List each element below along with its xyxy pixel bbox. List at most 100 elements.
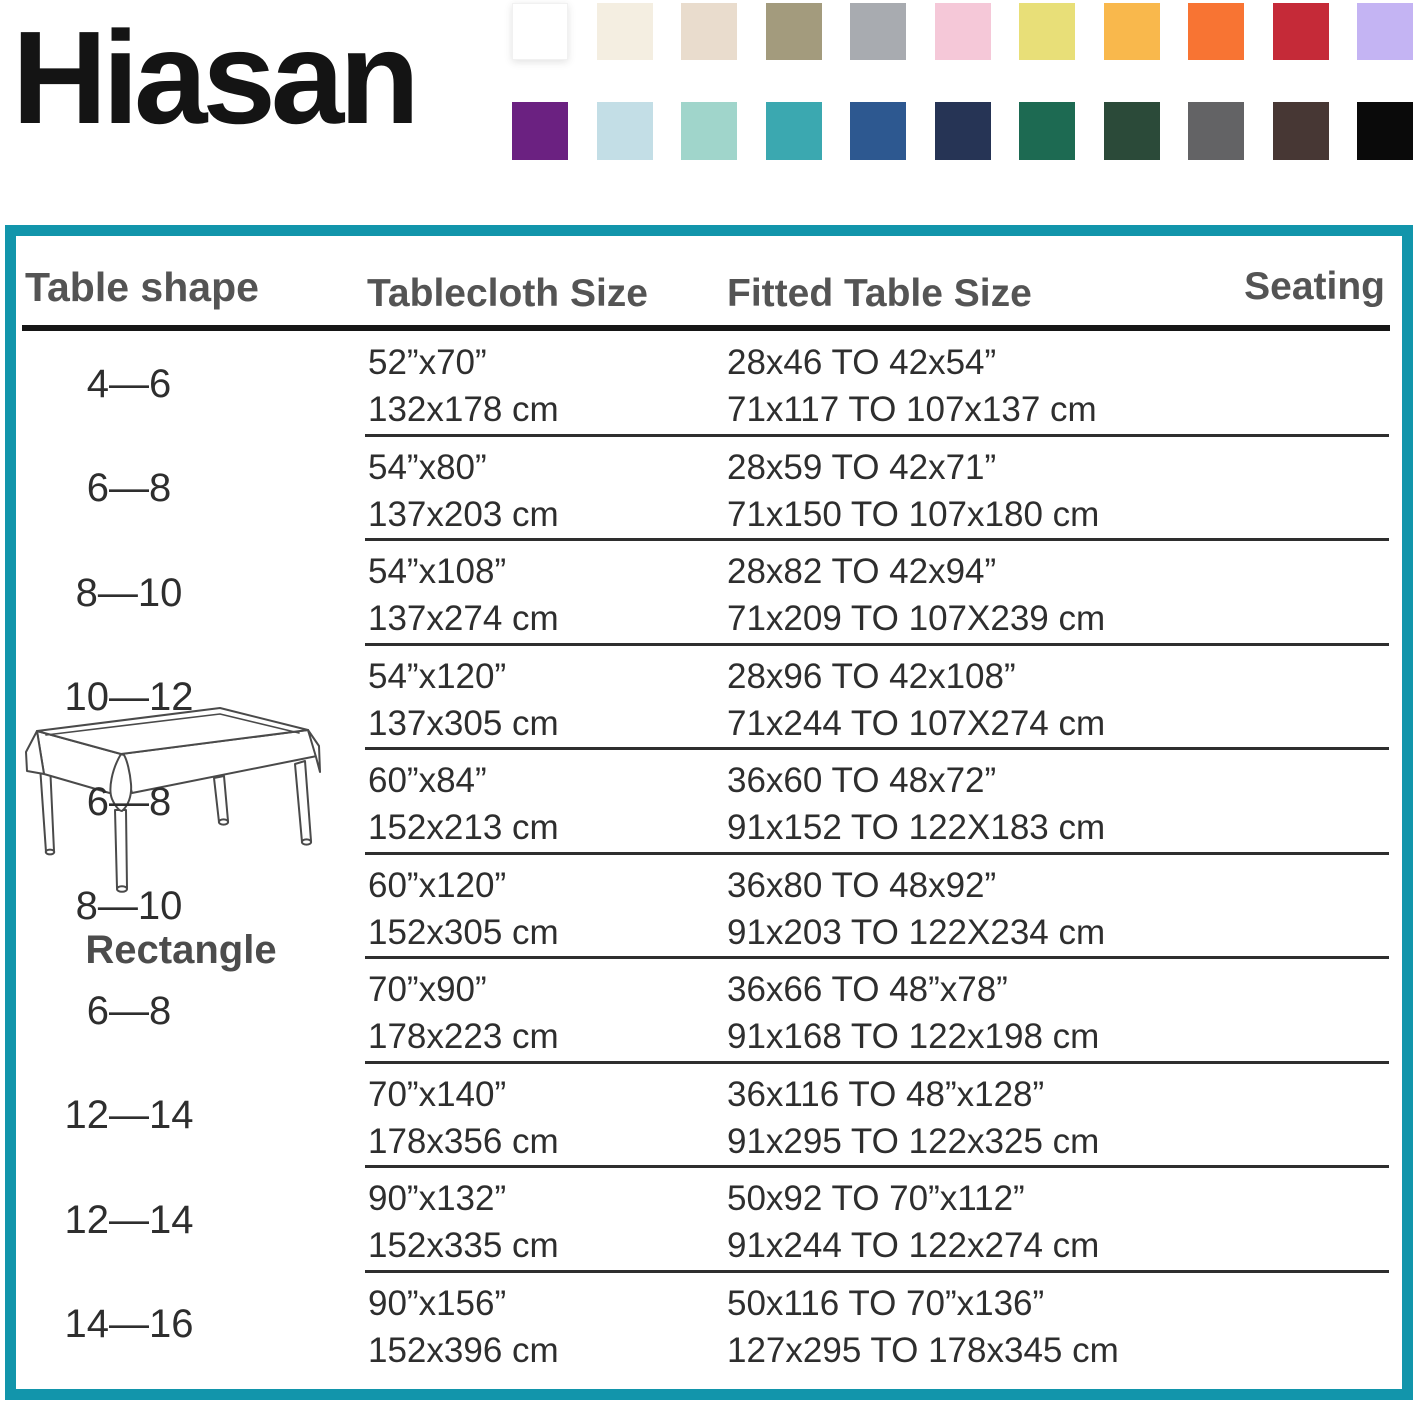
row-divider — [365, 956, 1389, 959]
header-seating: Seating — [1244, 265, 1385, 308]
tablecloth-size-inches: 70”x140” — [368, 1074, 507, 1114]
fitted-table-size-cell: 36x116 TO 48”x128” 91x295 TO 122x325 cm — [727, 1071, 1099, 1165]
seating-cell: 12—14 — [64, 1197, 194, 1242]
header-fitted-table-size: Fitted Table Size — [727, 272, 1032, 315]
fitted-table-size-cell: 28x82 TO 42x94” 71x209 TO 107X239 cm — [727, 548, 1105, 642]
color-swatch — [512, 3, 568, 60]
fitted-table-size-cell: 36x60 TO 48x72” 91x152 TO 122X183 cm — [727, 757, 1105, 851]
color-swatch — [596, 102, 653, 160]
row-divider — [365, 1060, 1389, 1064]
color-swatch — [1103, 3, 1160, 60]
fitted-size-inches: 36x80 TO 48x92” — [727, 865, 997, 905]
row-divider — [365, 1165, 1389, 1168]
tablecloth-size-inches: 90”x132” — [368, 1179, 507, 1218]
fitted-table-size-cell: 50x92 TO 70”x112” 91x244 TO 122x274 cm — [727, 1175, 1099, 1269]
table-row: 60”x84” 152x213 cm 36x60 TO 48x72” 91x15… — [16, 750, 1402, 855]
color-swatch — [1188, 3, 1244, 60]
table-row: 70”x90” 178x223 cm 36x66 TO 48”x78” 91x1… — [16, 959, 1402, 1064]
tablecloth-size-inches: 54”x80” — [368, 447, 487, 487]
header-rule — [22, 325, 1390, 331]
color-swatch — [765, 102, 822, 160]
tablecloth-size-cell: 52”x70” 132x178 cm — [368, 339, 559, 433]
seating-cell: 8—10 — [75, 884, 183, 929]
color-swatch — [681, 3, 737, 60]
seating-cell: 10—12 — [64, 675, 194, 720]
tablecloth-size-cm: 152x213 cm — [368, 808, 559, 847]
row-divider — [365, 747, 1389, 750]
fitted-size-cm: 91x152 TO 122X183 cm — [727, 808, 1106, 847]
tablecloth-size-cell: 54”x120” 137x305 cm — [368, 653, 559, 747]
fitted-table-size-cell: 50x116 TO 70”x136” 127x295 TO 178x345 cm — [727, 1280, 1119, 1374]
tablecloth-size-cm: 152x335 cm — [368, 1226, 559, 1265]
color-swatch — [512, 102, 568, 160]
fitted-size-cm: 91x244 TO 122x274 cm — [727, 1226, 1100, 1265]
color-swatch — [1272, 3, 1329, 60]
seating-cell: 6—8 — [86, 466, 172, 511]
seating-cell: 12—14 — [64, 1093, 194, 1138]
rectangle-table-icon — [25, 707, 321, 893]
tablecloth-size-cm: 178x223 cm — [368, 1017, 559, 1056]
fitted-table-size-cell: 28x59 TO 42x71” 71x150 TO 107x180 cm — [727, 444, 1099, 538]
fitted-size-cm: 71x117 TO 107x137 cm — [727, 390, 1097, 429]
tablecloth-size-cm: 152x305 cm — [368, 912, 559, 952]
tablecloth-size-inches: 52”x70” — [368, 343, 487, 382]
tablecloth-size-cm: 137x203 cm — [368, 494, 559, 534]
tablecloth-size-cm: 132x178 cm — [368, 390, 559, 429]
tablecloth-size-inches: 54”x108” — [368, 552, 507, 591]
seating-cell: 8—10 — [75, 570, 183, 615]
fitted-table-size-cell: 28x96 TO 42x108” 71x244 TO 107X274 cm — [727, 653, 1105, 747]
table-row: 60”x120” 152x305 cm 36x80 TO 48x92” 91x2… — [16, 855, 1402, 959]
color-swatch — [765, 3, 822, 60]
header-table-shape: Table shape — [25, 264, 259, 310]
color-swatch — [850, 3, 906, 60]
tablecloth-size-cell: 90”x156” 152x396 cm — [368, 1280, 559, 1374]
color-swatch — [1188, 102, 1244, 160]
fitted-size-cm: 91x295 TO 122x325 cm — [727, 1121, 1100, 1161]
color-swatch — [934, 102, 991, 160]
tablecloth-size-inches: 70”x90” — [368, 970, 487, 1009]
tablecloth-size-cell: 54”x80” 137x203 cm — [368, 444, 559, 538]
tablecloth-size-inches: 90”x156” — [368, 1283, 507, 1323]
fitted-table-size-cell: 36x80 TO 48x92” 91x203 TO 122X234 cm — [727, 862, 1105, 956]
fitted-size-inches: 28x59 TO 42x71” — [727, 447, 997, 487]
table-row: 90”x132” 152x335 cm 50x92 TO 70”x112” 91… — [16, 1168, 1402, 1273]
tablecloth-size-inches: 60”x120” — [368, 865, 507, 905]
color-swatch — [1272, 102, 1329, 160]
fitted-size-inches: 36x66 TO 48”x78” — [727, 970, 1008, 1009]
fitted-size-inches: 50x116 TO 70”x136” — [727, 1283, 1045, 1323]
tablecloth-size-cell: 60”x120” 152x305 cm — [368, 862, 559, 956]
color-swatch — [934, 3, 991, 60]
color-swatch — [850, 102, 906, 160]
color-swatch — [596, 3, 653, 60]
header-tablecloth-size: Tablecloth Size — [367, 272, 648, 315]
row-divider — [365, 642, 1389, 646]
seating-cell: 14—16 — [64, 1302, 194, 1347]
table-row: 52”x70” 132x178 cm 28x46 TO 42x54” 71x11… — [16, 332, 1402, 437]
color-swatch — [1103, 102, 1160, 160]
color-swatch — [681, 102, 737, 160]
fitted-table-size-cell: 36x66 TO 48”x78” 91x168 TO 122x198 cm — [727, 966, 1099, 1060]
fitted-size-inches: 36x116 TO 48”x128” — [727, 1074, 1045, 1114]
table-row: 90”x156” 152x396 cm 50x116 TO 70”x136” 1… — [16, 1273, 1402, 1378]
fitted-size-inches: 28x82 TO 42x94” — [727, 552, 997, 591]
shape-label: Rectangle — [85, 928, 277, 972]
tablecloth-size-cm: 137x274 cm — [368, 599, 559, 638]
brand-logo: Hiasan — [12, 4, 420, 151]
table-rows: 52”x70” 132x178 cm 28x46 TO 42x54” 71x11… — [16, 332, 1402, 1377]
fitted-size-cm: 91x203 TO 122X234 cm — [727, 912, 1106, 952]
tablecloth-size-cell: 60”x84” 152x213 cm — [368, 757, 559, 851]
table-row: 70”x140” 178x356 cm 36x116 TO 48”x128” 9… — [16, 1064, 1402, 1168]
size-chart-table: Table shape Tablecloth Size Fitted Table… — [5, 225, 1413, 1400]
color-swatch — [1019, 102, 1075, 160]
tablecloth-size-inches: 54”x120” — [368, 656, 507, 696]
row-divider — [365, 433, 1389, 437]
seating-cell: 6—8 — [86, 988, 172, 1033]
fitted-table-size-cell: 28x46 TO 42x54” 71x117 TO 107x137 cm — [727, 339, 1097, 433]
tablecloth-size-cell: 90”x132” 152x335 cm — [368, 1175, 559, 1269]
tablecloth-size-inches: 60”x84” — [368, 761, 487, 800]
color-swatch — [1019, 3, 1075, 60]
fitted-size-inches: 50x92 TO 70”x112” — [727, 1179, 1025, 1218]
row-divider — [365, 851, 1389, 855]
seating-cell: 6—8 — [86, 779, 172, 824]
seating-cell: 4—6 — [86, 361, 172, 406]
